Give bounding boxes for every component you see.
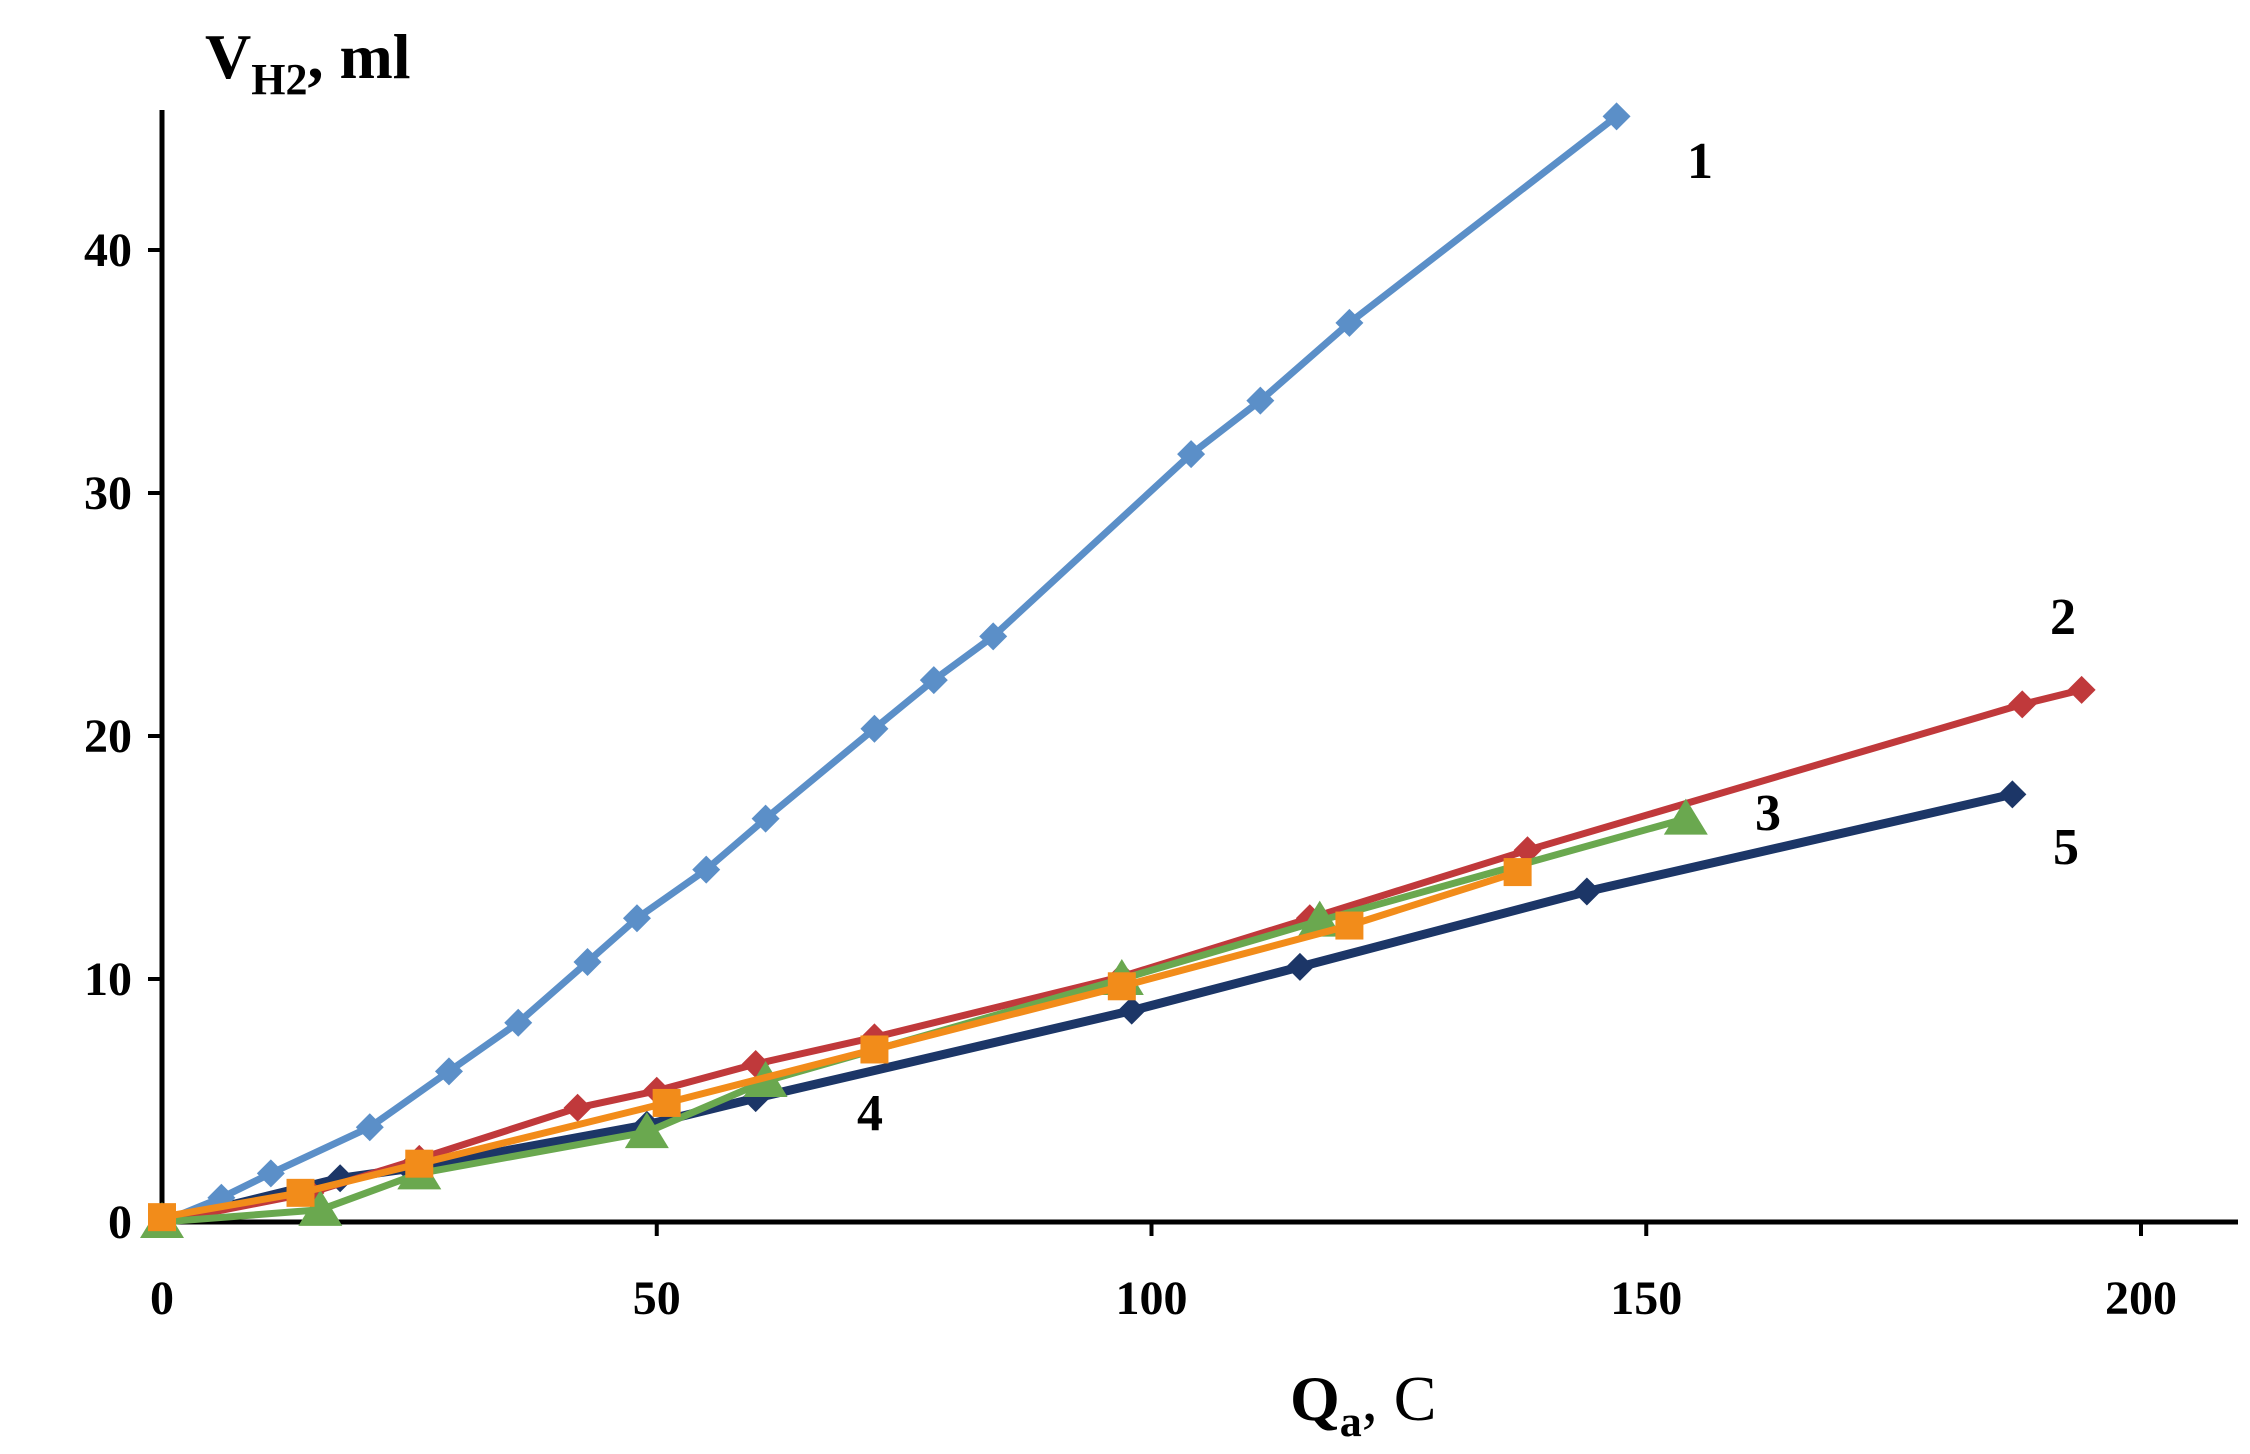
series-1-point	[751, 804, 780, 833]
series-4-line	[161, 868, 1519, 1221]
x-axis-title-unit: , C	[1362, 1363, 1437, 1434]
series-layer	[140, 102, 2096, 1238]
y-axis-ticks: 0 10 20 30 40	[84, 224, 162, 1249]
series-4-point	[1335, 911, 1364, 940]
series-3-point	[624, 1112, 669, 1149]
series-1-point	[622, 904, 651, 933]
series-1-point	[355, 1113, 384, 1142]
series-5-point	[1998, 780, 2027, 809]
series-2-point	[2008, 690, 2037, 719]
series-2-point	[563, 1093, 592, 1122]
x-axis-ticks: 0 50 100 150 200	[150, 1222, 2177, 1325]
x-tick-label: 50	[633, 1272, 681, 1325]
series-4-point	[405, 1149, 434, 1178]
series-1-point	[692, 855, 721, 884]
series-label-2: 2	[2050, 589, 2076, 646]
series-4-point	[1107, 972, 1136, 1001]
y-axis-title: VH2, ml	[205, 21, 411, 104]
series-3-point	[1663, 798, 1708, 835]
y-tick-label: 20	[84, 710, 132, 763]
x-tick-label: 100	[1116, 1272, 1188, 1325]
series-label-5: 5	[2053, 819, 2079, 876]
y-axis-title-sub: H2	[251, 55, 307, 104]
series-1-point	[504, 1008, 533, 1037]
series-1-line	[160, 113, 1619, 1226]
series-1-point	[1602, 102, 1631, 131]
series-1-point	[979, 622, 1008, 651]
series-2	[148, 675, 2096, 1236]
series-1-point	[573, 947, 602, 976]
series-2-point	[2067, 675, 2096, 704]
y-axis-title-unit: , ml	[307, 21, 410, 92]
series-4	[148, 858, 1532, 1232]
series-5-point	[1285, 952, 1314, 981]
y-tick-label: 30	[84, 467, 132, 520]
series-labels: 1 2 3 4 5	[857, 133, 2079, 1142]
x-tick-label: 200	[2105, 1272, 2177, 1325]
series-label-3: 3	[1755, 785, 1781, 842]
y-tick-label: 10	[84, 953, 132, 1006]
series-label-4: 4	[857, 1085, 883, 1142]
x-axis-title-main: Q	[1290, 1363, 1340, 1434]
series-5-point	[1117, 996, 1146, 1025]
series-3-point	[298, 1189, 343, 1226]
series-4-point	[148, 1203, 176, 1232]
y-axis-title-main: V	[205, 21, 251, 92]
series-1-point	[434, 1057, 463, 1086]
series-1-point	[256, 1159, 285, 1188]
series-1-point	[860, 714, 889, 743]
series-1-point	[1246, 386, 1275, 415]
series-2-line	[161, 686, 2083, 1226]
series-4-point	[286, 1178, 315, 1207]
series-1-point	[1335, 308, 1364, 337]
series-4-point	[860, 1035, 889, 1064]
series-1-point	[919, 666, 948, 695]
x-tick-label: 0	[150, 1272, 174, 1325]
series-label-1: 1	[1687, 133, 1713, 190]
x-axis-title-sub: a	[1340, 1397, 1362, 1446]
x-tick-label: 150	[1610, 1272, 1682, 1325]
x-axis-title: Qa, C	[1290, 1363, 1436, 1446]
y-tick-label: 40	[84, 224, 132, 277]
series-3-line	[161, 815, 1687, 1226]
series-4-point	[1503, 858, 1532, 887]
series-4-point	[652, 1088, 681, 1117]
y-tick-label: 0	[108, 1196, 132, 1249]
series-1-point	[1177, 440, 1206, 469]
series-5-point	[1572, 877, 1601, 906]
